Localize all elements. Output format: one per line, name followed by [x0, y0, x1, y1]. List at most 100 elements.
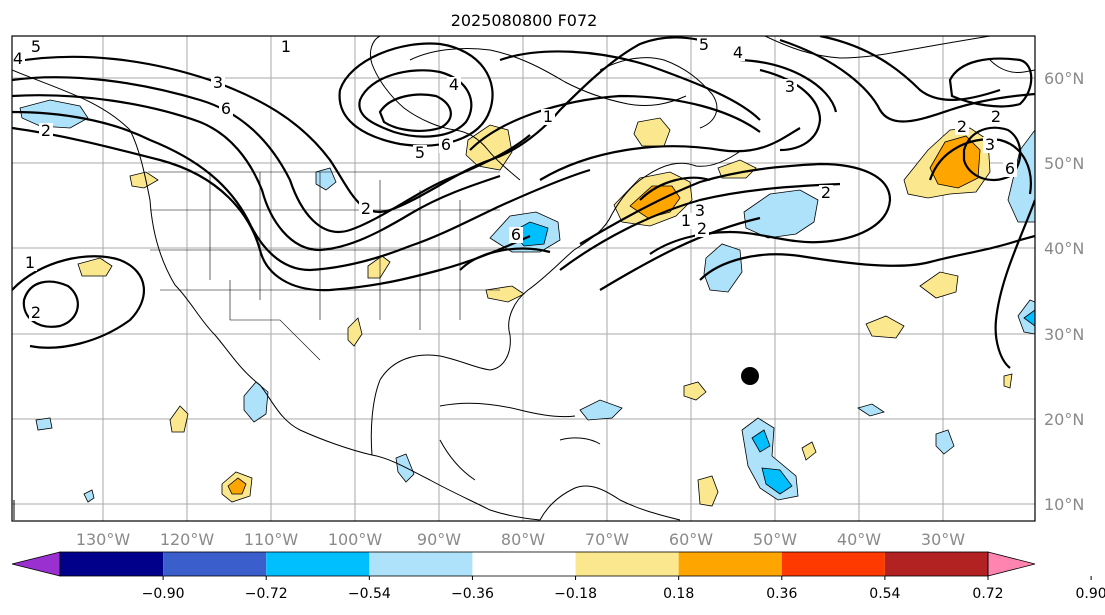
colorbar-extend-low — [11, 551, 61, 577]
contour-label: 5 — [31, 37, 41, 56]
contour-lines — [12, 36, 1035, 369]
contour-label: 6 — [221, 99, 231, 118]
colorbar-bin — [884, 552, 988, 576]
positive-patch — [169, 405, 189, 433]
contour-label: 1 — [681, 211, 691, 230]
longitude-label: 90°W — [417, 530, 461, 549]
colorbar-bin — [369, 552, 473, 576]
contour-label: 2 — [957, 117, 967, 136]
colorbar-tick-label: −0.54 — [348, 586, 391, 602]
longitude-label: 100°W — [328, 530, 383, 549]
colorbar-tick-label: −0.36 — [451, 586, 494, 602]
contour-label-bg — [413, 145, 427, 161]
positive-patch — [865, 315, 905, 339]
contour-label-bg — [1003, 161, 1017, 177]
contour-label: 3 — [985, 135, 995, 154]
latitude-label: 30°N — [1044, 325, 1084, 344]
contour-label-bg — [29, 305, 43, 321]
contour-label: 3 — [695, 201, 705, 220]
contour-label: 6 — [441, 135, 451, 154]
longitude-label: 30°W — [921, 530, 965, 549]
colorbar-bin — [60, 552, 164, 576]
colorbar-tick-label: 0.90 — [1076, 586, 1105, 602]
contour-label-bg — [23, 255, 37, 271]
colorbar-bin — [575, 552, 679, 576]
longitude-label: 50°W — [753, 530, 797, 549]
figure-title: 2025080800 F072 — [451, 11, 598, 30]
longitude-label: 40°W — [837, 530, 881, 549]
contour-label-bg — [989, 109, 1003, 125]
storm-marker-dot — [741, 367, 759, 385]
contour-label: 2 — [991, 107, 1001, 126]
negative-patch — [579, 399, 623, 421]
shaded-anomaly-patches — [19, 99, 1035, 507]
colorbar-bin — [472, 552, 576, 576]
contour-label: 6 — [511, 225, 521, 244]
positive-patch — [347, 317, 363, 347]
contour-label-bg — [359, 201, 373, 217]
colorbar-tick-label: 0.72 — [972, 586, 1003, 602]
contour-label: 4 — [449, 75, 459, 94]
colorbar-tick-label: −0.72 — [245, 586, 288, 602]
negative-patch — [751, 429, 771, 453]
negative-patch — [935, 429, 955, 455]
latitude-label: 60°N — [1044, 69, 1084, 88]
negative-patch — [395, 453, 415, 483]
contour-label-bg — [39, 123, 53, 139]
longitude-label: 120°W — [160, 530, 215, 549]
contour-label: 3 — [785, 77, 795, 96]
contour-label-bg — [693, 203, 707, 219]
longitude-labels: 130°W 120°W 110°W 100°W 90°W 80°W 70°W 60°W 50°W… — [76, 530, 965, 549]
contour-label: 2 — [31, 303, 41, 322]
negative-patch — [1023, 309, 1035, 327]
negative-patch — [83, 489, 95, 503]
colorbar-extend-high — [987, 551, 1036, 577]
colorbar-tick-label: 0.36 — [766, 586, 797, 602]
contour-label: 1 — [281, 37, 291, 56]
colorbar-bin — [266, 552, 370, 576]
positive-patch — [683, 381, 707, 401]
longitude-label: 80°W — [501, 530, 545, 549]
contour-label-bg — [447, 77, 461, 93]
latitude-label: 40°N — [1044, 239, 1084, 258]
longitude-label: 70°W — [585, 530, 629, 549]
contour-label-bg — [819, 185, 833, 201]
contour-label: 4 — [13, 49, 23, 68]
latitude-labels: 60°N 50°N 40°N 30°N 20°N 10°N — [1044, 69, 1084, 514]
longitude-label: 130°W — [76, 530, 131, 549]
contour-label-bg — [697, 37, 711, 53]
colorbar-bin — [163, 552, 267, 576]
longitude-label: 110°W — [244, 530, 299, 549]
negative-patch — [857, 403, 885, 417]
positive-patch — [227, 477, 247, 495]
contour-label: 5 — [415, 143, 425, 162]
positive-patch — [929, 135, 981, 189]
positive-patch — [919, 271, 959, 299]
contour-label-bg — [211, 75, 225, 91]
positive-patch — [465, 124, 513, 171]
contour-label-bg — [29, 39, 43, 55]
positive-patch — [1003, 373, 1013, 389]
contour-label-bg — [541, 109, 555, 125]
contour-label-bg — [955, 119, 969, 135]
colorbar-tick-label: 0.18 — [663, 586, 694, 602]
state-borders — [148, 171, 500, 361]
contour-label: 5 — [699, 35, 709, 54]
negative-patch — [315, 167, 337, 191]
contour-label: 2 — [41, 121, 51, 140]
map-border — [11, 35, 1036, 522]
positive-patch — [77, 257, 113, 277]
negative-patch — [743, 189, 819, 239]
contour-label: 6 — [1005, 159, 1015, 178]
latitude-label: 20°N — [1044, 410, 1084, 429]
colorbar-outline — [59, 551, 989, 577]
contour-label-bg — [509, 227, 523, 243]
negative-patch — [35, 417, 53, 431]
positive-patch — [129, 171, 159, 189]
latitude-label: 10°N — [1044, 495, 1084, 514]
latitude-label: 50°N — [1044, 154, 1084, 173]
negative-patch — [761, 467, 793, 495]
